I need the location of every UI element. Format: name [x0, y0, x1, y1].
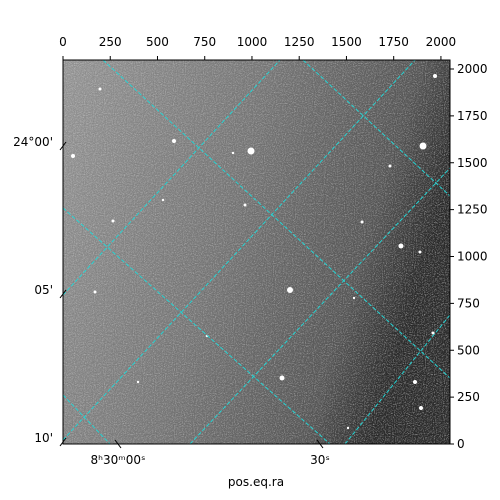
- x-tick-label: 500: [146, 35, 169, 49]
- dec-tick-label: 05': [34, 283, 53, 297]
- y-tick-label: 0: [457, 437, 465, 451]
- dec-tick: [59, 141, 67, 151]
- world-grid: [62, 59, 451, 445]
- x-tick-label: 1500: [331, 35, 362, 49]
- x-tick-label: 750: [193, 35, 216, 49]
- y-tick-label: 500: [457, 343, 480, 357]
- frame: [62, 59, 451, 445]
- x-tick-label: 2000: [426, 35, 457, 49]
- y-tick-label: 1750: [457, 109, 488, 123]
- ra-tick-label: 30ˢ: [310, 453, 330, 467]
- y-tick-label: 1250: [457, 203, 488, 217]
- ra-tick-label: 8ʰ30ᵐ00ˢ: [91, 453, 146, 467]
- x-tick-label: 250: [99, 35, 122, 49]
- x-tick-label: 1000: [237, 35, 268, 49]
- x-tick-label: 1250: [284, 35, 315, 49]
- ra-tick: [316, 439, 324, 449]
- ra-tick: [114, 439, 122, 449]
- y-tick-label: 1000: [457, 250, 488, 264]
- x-axis-label: pos.eq.ra: [228, 475, 284, 489]
- x-tick-label: 0: [59, 35, 67, 49]
- dec-tick: [59, 289, 67, 299]
- y-tick-label: 2000: [457, 62, 488, 76]
- sky-image: [63, 60, 450, 444]
- dec-tick-label: 24°00': [13, 135, 53, 149]
- dec-tick: [59, 437, 67, 447]
- y-tick-label: 250: [457, 390, 480, 404]
- y-tick-label: 750: [457, 296, 480, 310]
- y-tick-label: 1500: [457, 156, 488, 170]
- x-tick-label: 1750: [378, 35, 409, 49]
- dec-tick-label: 10': [34, 431, 53, 445]
